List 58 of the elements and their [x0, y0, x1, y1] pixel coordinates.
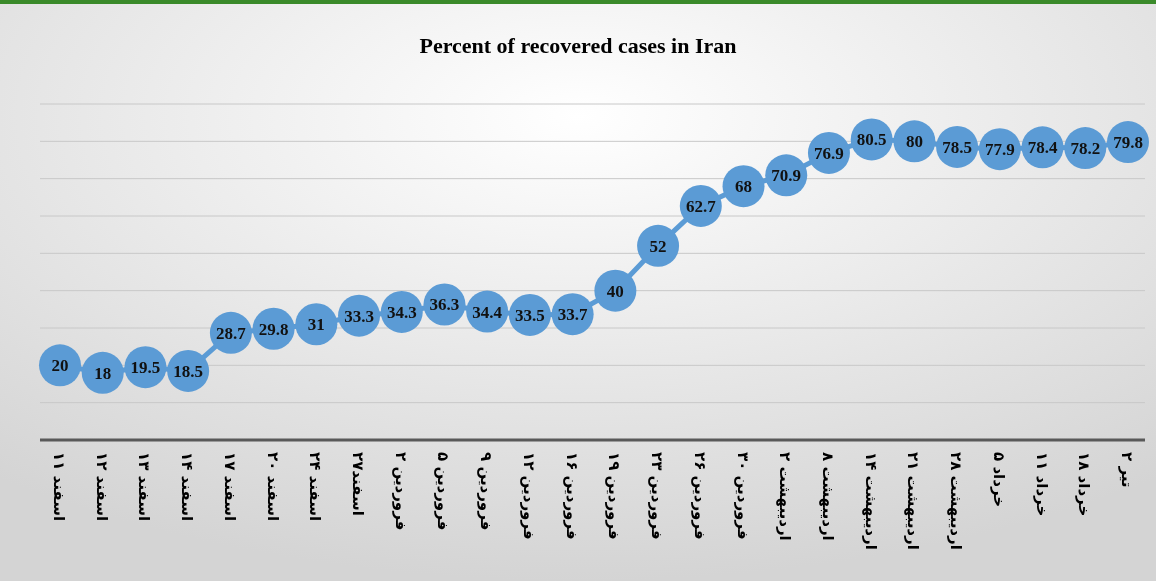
data-label: 68 [735, 177, 753, 197]
data-label: 40 [606, 281, 624, 301]
x-tick-label: ۲۰ اسفند [263, 452, 282, 522]
data-label: 79.8 [1113, 133, 1143, 153]
x-tick-label: ۲ اردیبهشت [776, 452, 795, 541]
data-label: 70.9 [771, 166, 802, 186]
data-label: 18 [94, 363, 112, 383]
x-tick-label: ۱۳ اسفند [135, 452, 154, 522]
x-tick-label: ۸ اردیبهشت [818, 452, 837, 541]
data-label: 20 [51, 356, 69, 376]
data-label: 78.4 [1027, 138, 1058, 158]
x-tick-label: ۱۴ اسفند [178, 452, 197, 522]
x-tick-label: ۲ تیر [1118, 452, 1136, 488]
data-label: 36.3 [429, 295, 460, 315]
x-tick-label: ۲۸ اردیبهشت [947, 452, 966, 550]
data-label: 76.9 [814, 143, 844, 163]
x-tick-label: ۲۶ فروردین [690, 452, 709, 540]
point [295, 303, 338, 346]
point [594, 269, 637, 312]
data-label: 34.3 [386, 302, 417, 322]
data-label: 33.7 [557, 305, 589, 325]
x-tick-label: ۱۷ اسفند [220, 452, 239, 522]
data-label: 33.3 [344, 306, 374, 326]
data-label: 29.8 [258, 319, 289, 339]
data-label: 33.5 [515, 305, 545, 325]
data-label: 77.9 [984, 140, 1015, 160]
data-label: 78.5 [942, 137, 972, 157]
data-label: 34.4 [472, 302, 503, 322]
point [39, 344, 81, 387]
x-tick-label: ۲۷اسفند [349, 452, 368, 516]
data-label: 80.5 [856, 130, 887, 150]
x-tick-label: ۱۱ اسفند [50, 452, 68, 522]
data-label: 52 [649, 236, 667, 256]
x-tick-label: ۵ خرداد [989, 452, 1008, 508]
data-label: 78.2 [1070, 139, 1101, 158]
data-label: 18.5 [173, 361, 204, 381]
x-tick-label: ۱۲ اسفند [92, 452, 111, 522]
data-label: 31 [307, 315, 325, 335]
data-label: 62.7 [685, 196, 717, 216]
x-tick-label: ۹ فروردین [477, 452, 496, 531]
x-tick-label: ۵ فروردین [434, 452, 453, 531]
x-tick-label: ۱۴ اردیبهشت [861, 452, 880, 550]
x-tick-label: ۲۳ فروردین [648, 452, 667, 540]
data-label: 28.7 [216, 323, 247, 343]
x-tick-label: ۱۹ فروردین [605, 452, 624, 540]
x-tick-label: ۲۱ اردیبهشت [904, 452, 923, 550]
data-label: 19.5 [130, 358, 161, 378]
x-tick-label: ۱۱ خرداد [1032, 452, 1051, 517]
x-tick-label: ۳۰ فروردین [733, 452, 752, 540]
x-tick-label: ۱۶ فروردین [562, 452, 581, 540]
x-tick-label: ۱۲ فروردین [519, 452, 538, 540]
data-label: 80 [905, 132, 923, 152]
x-tick-label: ۲۴ اسفند [306, 452, 325, 522]
point [81, 351, 124, 394]
point [637, 224, 680, 267]
chart-title: Percent of recovered cases in Iran [419, 33, 737, 58]
x-tick-label: ۱۸ خرداد [1075, 452, 1094, 517]
x-tick-label: ۲ فروردین [391, 452, 410, 531]
